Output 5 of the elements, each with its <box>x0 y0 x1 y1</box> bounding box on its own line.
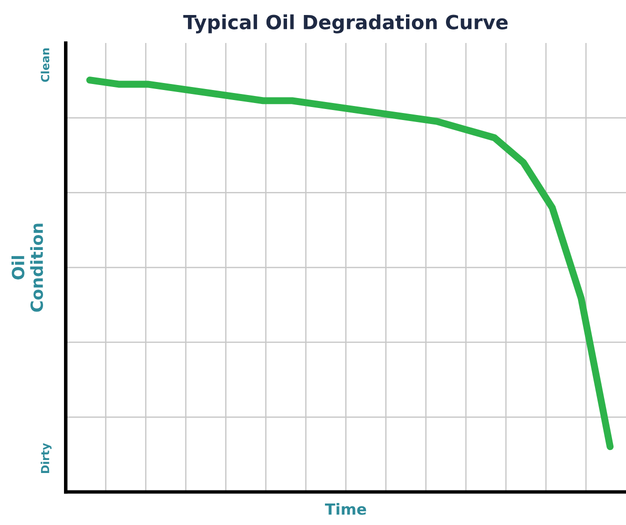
text: Dirty <box>40 443 52 473</box>
x-axis-title: Time <box>324 503 366 515</box>
text: Clean <box>40 48 50 82</box>
chart-title: Typical Oil Degradation Curve <box>183 14 508 34</box>
y-axis-title: Oil Condition <box>11 224 44 312</box>
